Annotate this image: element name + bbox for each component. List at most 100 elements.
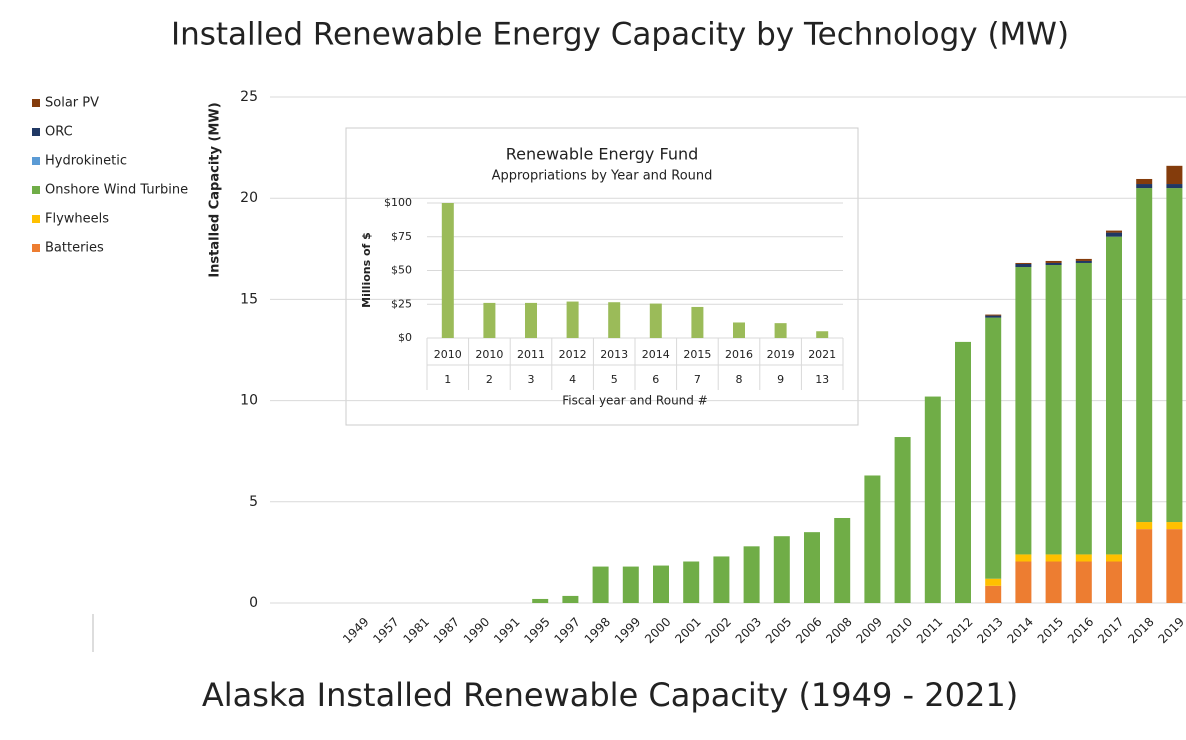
y-tick-label: 0 bbox=[249, 595, 258, 611]
legend-swatch bbox=[32, 157, 40, 165]
inset-y-tick-label: $100 bbox=[384, 196, 412, 209]
x-tick-label: 2014 bbox=[1004, 615, 1035, 646]
bar-segment bbox=[1045, 561, 1062, 603]
x-tick-label: 2001 bbox=[672, 615, 703, 646]
bar-segment bbox=[985, 314, 1002, 316]
caption: Alaska Installed Renewable Capacity (194… bbox=[202, 676, 1018, 714]
bar-segment bbox=[1075, 262, 1092, 555]
x-tick-label: 2010 bbox=[884, 615, 915, 646]
bar-segment bbox=[1075, 260, 1092, 263]
bar-segment bbox=[713, 556, 730, 603]
x-tick-label: 1987 bbox=[431, 615, 462, 646]
inset-bar bbox=[483, 302, 496, 338]
x-tick-label: 2018 bbox=[1125, 615, 1156, 646]
inset-y-label: Millions of $ bbox=[360, 232, 373, 308]
x-tick-label: 2006 bbox=[793, 615, 824, 646]
bar-segment bbox=[532, 598, 549, 603]
inset-bar bbox=[691, 306, 704, 338]
bar-segment bbox=[773, 536, 790, 603]
bar-segment bbox=[894, 437, 911, 603]
x-tick-label: 1990 bbox=[461, 615, 492, 646]
inset-bar bbox=[649, 303, 662, 338]
bar-segment bbox=[1136, 184, 1153, 189]
legend-label: Flywheels bbox=[45, 212, 109, 227]
legend-label: Hydrokinetic bbox=[45, 154, 127, 169]
bar-segment bbox=[864, 475, 881, 603]
x-tick-label: 2016 bbox=[1065, 615, 1096, 646]
x-tick-label: 2000 bbox=[642, 615, 673, 646]
x-tick-label: 2015 bbox=[1035, 615, 1066, 646]
x-tick-label: 1998 bbox=[582, 615, 613, 646]
inset-y-tick-label: $0 bbox=[398, 331, 412, 344]
y-tick-label: 5 bbox=[249, 494, 258, 510]
inset-round-label: 1 bbox=[444, 373, 451, 386]
x-tick-label: 1949 bbox=[340, 615, 371, 646]
bar-segment bbox=[592, 566, 609, 603]
bar-segment bbox=[562, 595, 579, 603]
x-tick-label: 1997 bbox=[551, 615, 582, 646]
x-tick-label: 1981 bbox=[400, 615, 431, 646]
inset-title: Renewable Energy Fund bbox=[506, 145, 699, 164]
bar-segment bbox=[1045, 262, 1062, 265]
x-tick-label: 2019 bbox=[1155, 615, 1186, 646]
bar-segment bbox=[1075, 258, 1092, 261]
inset-year-label: 2012 bbox=[559, 348, 587, 361]
bar-segment bbox=[1106, 232, 1122, 237]
inset-year-label: 2016 bbox=[725, 348, 753, 361]
x-tick-label: 2009 bbox=[853, 615, 884, 646]
inset-bar bbox=[733, 322, 745, 338]
inset-year-label: 2015 bbox=[683, 348, 711, 361]
x-tick-label: 2011 bbox=[914, 615, 945, 646]
legend-label: Batteries bbox=[45, 241, 104, 256]
inset-round-label: 7 bbox=[694, 373, 701, 386]
y-tick-label: 15 bbox=[240, 291, 258, 307]
bar-segment bbox=[1166, 188, 1183, 523]
legend-label: Solar PV bbox=[45, 96, 99, 111]
bar-segment bbox=[1166, 522, 1183, 530]
legend-label: ORC bbox=[45, 125, 73, 140]
y-tick-label: 25 bbox=[240, 89, 258, 105]
bar-segment bbox=[1075, 554, 1092, 562]
bar-segment bbox=[1045, 264, 1062, 555]
bar-segment bbox=[985, 578, 1002, 586]
main-title: Installed Renewable Energy Capacity by T… bbox=[171, 17, 1069, 53]
x-tick-label: 1995 bbox=[521, 615, 552, 646]
inset-bar bbox=[816, 331, 829, 338]
bar-segment bbox=[1136, 522, 1153, 530]
bar-segment bbox=[1045, 554, 1062, 562]
bar-segment bbox=[985, 315, 1002, 318]
inset-round-label: 6 bbox=[652, 373, 659, 386]
bar-segment bbox=[1015, 262, 1032, 264]
inset-bar bbox=[441, 203, 454, 338]
inset-year-label: 2019 bbox=[767, 348, 795, 361]
inset-x-label: Fiscal year and Round # bbox=[562, 394, 708, 408]
legend-swatch bbox=[32, 215, 40, 223]
bar-segment bbox=[1075, 561, 1092, 603]
legend-swatch bbox=[32, 128, 40, 136]
inset-year-label: 2011 bbox=[517, 348, 545, 361]
inset-y-tick-label: $75 bbox=[391, 230, 412, 243]
inset-y-tick-label: $25 bbox=[391, 297, 412, 310]
inset-bar bbox=[608, 302, 621, 338]
bar-segment bbox=[924, 396, 941, 603]
inset-year-label: 2021 bbox=[808, 348, 836, 361]
inset-round-label: 13 bbox=[815, 373, 829, 386]
inset-year-label: 2010 bbox=[475, 348, 503, 361]
bar-segment bbox=[1015, 267, 1032, 555]
x-tick-label: 2012 bbox=[944, 615, 975, 646]
bar-segment bbox=[1136, 529, 1153, 603]
bar-segment bbox=[1106, 554, 1122, 562]
y-tick-label: 10 bbox=[240, 393, 258, 409]
y-axis-label: Installed Capacity (MW) bbox=[208, 102, 223, 277]
inset-frame bbox=[345, 127, 859, 426]
bar-segment bbox=[1106, 230, 1122, 233]
x-tick-label: 2008 bbox=[823, 615, 854, 646]
bar-segment bbox=[985, 585, 1002, 603]
y-tick-label: 20 bbox=[240, 190, 258, 206]
bar-segment bbox=[1015, 554, 1032, 562]
inset-year-label: 2014 bbox=[642, 348, 670, 361]
bar-segment bbox=[1106, 561, 1122, 603]
bar-segment bbox=[1166, 165, 1183, 185]
bar-segment bbox=[1136, 178, 1153, 185]
bar-segment bbox=[743, 546, 760, 603]
